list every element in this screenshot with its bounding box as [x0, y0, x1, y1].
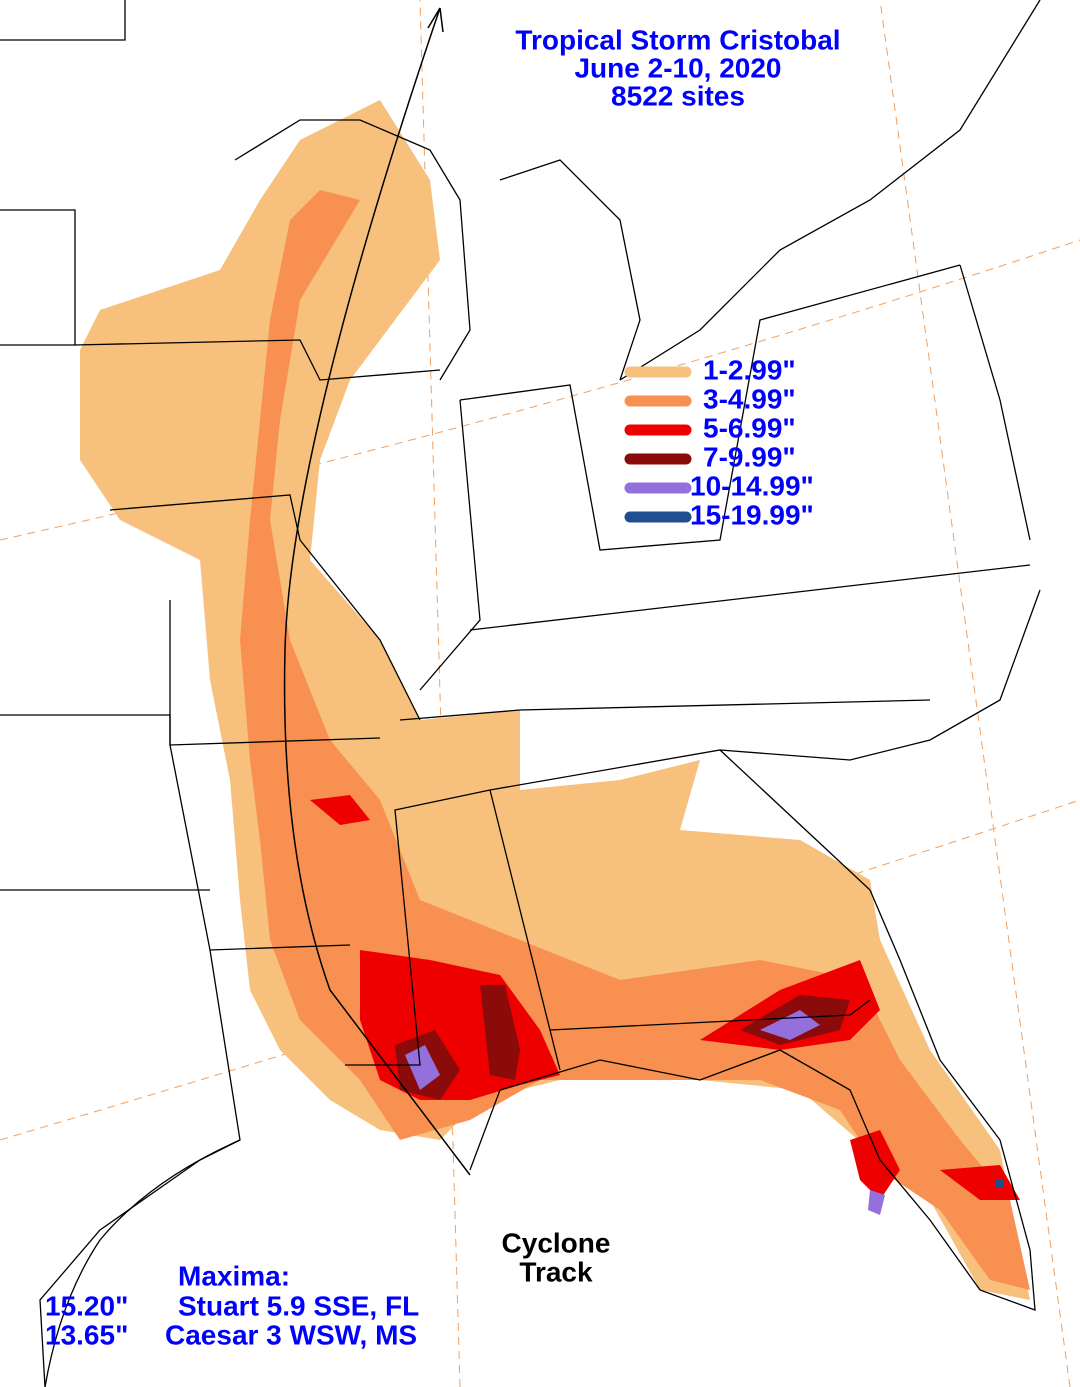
cyclone-track	[283, 7, 471, 1176]
rainfall-area	[405, 1045, 440, 1090]
legend-label: 1-2.99"	[703, 354, 796, 385]
state-borders	[0, 0, 1041, 1387]
rainfall-swaths	[80, 100, 1030, 1300]
maxima-location: Stuart 5.9 SSE, FL	[178, 1290, 419, 1321]
legend: 1-2.99"3-4.99"5-6.99"7-9.99"10-14.99"15-…	[624, 354, 814, 530]
title-line: June 2-10, 2020	[574, 52, 781, 83]
legend-label: 3-4.99"	[703, 383, 796, 414]
maxima-location: Caesar 3 WSW, MS	[165, 1319, 417, 1350]
rainfall-area	[480, 985, 520, 1080]
title-line: 8522 sites	[611, 80, 745, 111]
rainfall-area	[850, 1130, 900, 1200]
legend-label: 10-14.99"	[690, 470, 814, 501]
track-label: Cyclone	[502, 1227, 611, 1258]
legend-label: 15-19.99"	[690, 499, 814, 530]
legend-label: 5-6.99"	[703, 412, 796, 443]
maxima-amount: 15.20"	[45, 1290, 128, 1321]
track-label: Track	[519, 1256, 593, 1287]
rainfall-area	[940, 1165, 1020, 1200]
rainfall-area	[310, 795, 370, 825]
maxima-amount: 13.65"	[45, 1319, 128, 1350]
rainfall-area	[868, 1190, 885, 1215]
maxima-heading: Maxima:	[178, 1260, 290, 1291]
rainfall-area	[996, 1180, 1004, 1188]
title-line: Tropical Storm Cristobal	[515, 24, 840, 55]
legend-label: 7-9.99"	[703, 441, 796, 472]
